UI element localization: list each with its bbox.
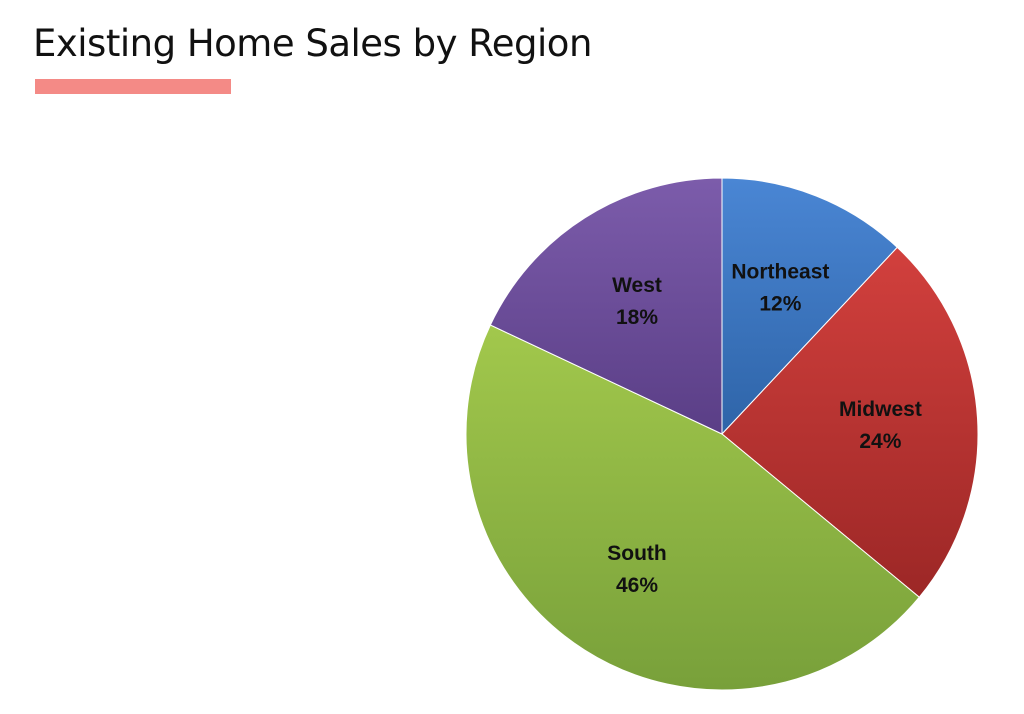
- title-underline: [35, 79, 231, 94]
- pie-slice-south: [465, 324, 920, 691]
- slice-label-west: West: [612, 274, 662, 297]
- pie-slice-midwest: [721, 246, 979, 598]
- pie-slice-northeast: [721, 177, 898, 436]
- slice-label-northeast: Northeast: [731, 260, 829, 283]
- pie-labels: Northeast 12% Midwest 24% South 46% West 18%: [607, 260, 922, 597]
- slice-value-midwest: 24%: [859, 430, 901, 453]
- slice-value-west: 18%: [616, 306, 658, 329]
- pie-slices: [465, 177, 979, 691]
- slice-value-south: 46%: [616, 574, 658, 597]
- slice-label-midwest: Midwest: [839, 398, 922, 421]
- slide-title: Existing Home Sales by Region: [33, 22, 592, 65]
- slice-value-northeast: 12%: [759, 292, 801, 315]
- slice-label-south: South: [607, 542, 666, 565]
- pie-slice-west: [489, 177, 723, 435]
